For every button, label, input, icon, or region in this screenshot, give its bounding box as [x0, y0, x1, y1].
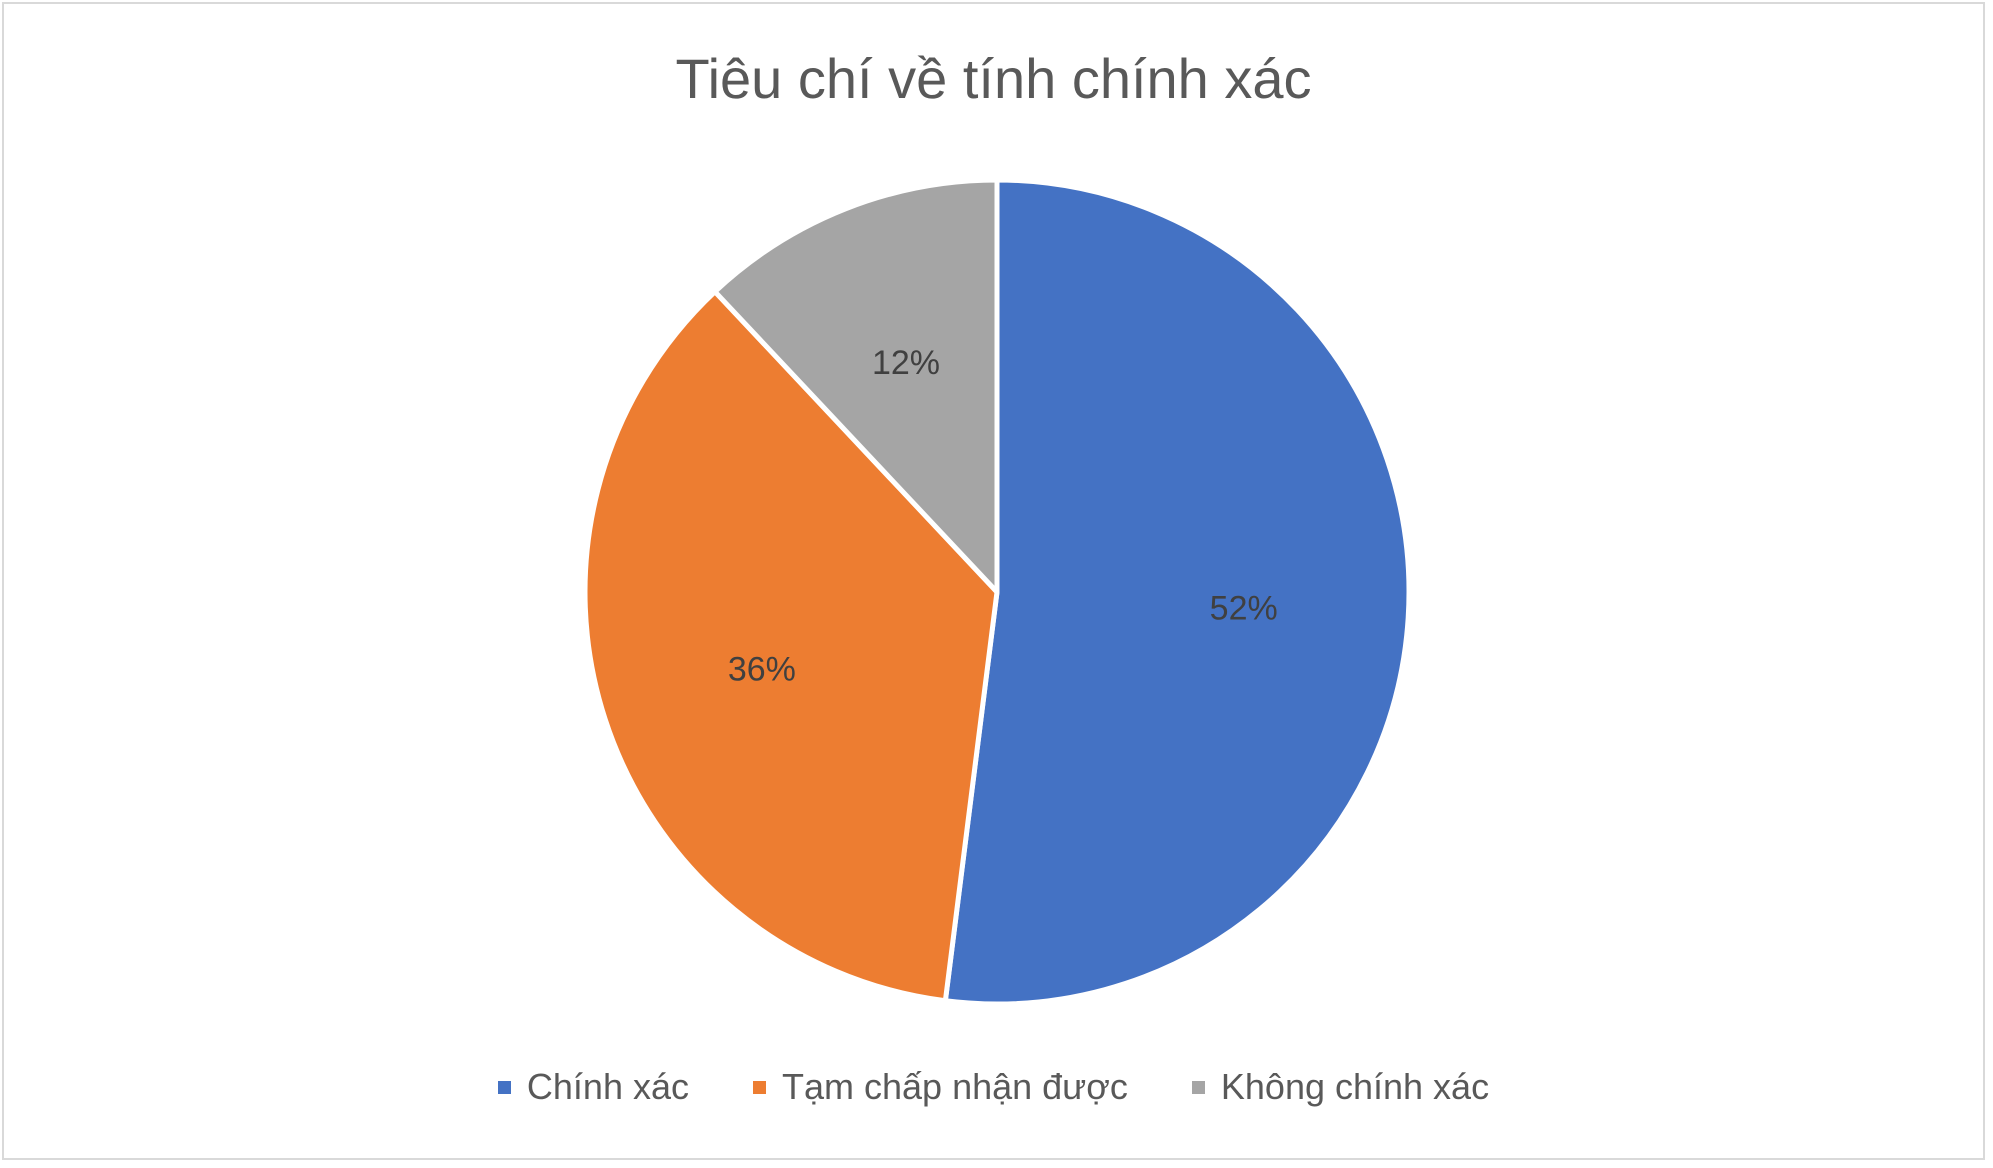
legend-swatch-tam-chap-nhan-duoc: [753, 1080, 766, 1094]
pie-slice-khong-chinh-xac: [712, 177, 1000, 595]
legend-swatch-chinh-xac: [497, 1080, 511, 1094]
legend-item-chinh-xac: Chính xác: [497, 1066, 689, 1108]
legend-label-chinh-xac: Chính xác: [526, 1066, 689, 1107]
data-label-chinh-xac: 52%: [1210, 590, 1278, 628]
data-label-tam-chap-nhan-duoc: 36%: [728, 650, 796, 688]
data-label-khong-chinh-xac: 12%: [872, 344, 940, 382]
legend-swatch-khong-chinh-xac: [1191, 1080, 1205, 1094]
legend-label-tam-chap-nhan-duoc: Tạm chấp nhận được: [782, 1066, 1128, 1107]
pie-slice-tam-chap-nhan-duoc: [582, 289, 1000, 1004]
legend-label-khong-chinh-xac: Không chính xác: [1220, 1066, 1490, 1107]
legend: Chính xác Tạm chấp nhận được Không chính…: [4, 1066, 1983, 1108]
pie-chart: 52% 36% 12%: [582, 177, 1412, 1007]
pie-slice-chinh-xac: [942, 177, 1412, 1007]
legend-item-khong-chinh-xac: Không chính xác: [1191, 1066, 1490, 1108]
chart-title: Tiêu chí về tính chính xác: [675, 47, 1312, 110]
legend-item-tam-chap-nhan-duoc: Tạm chấp nhận được: [753, 1066, 1128, 1108]
